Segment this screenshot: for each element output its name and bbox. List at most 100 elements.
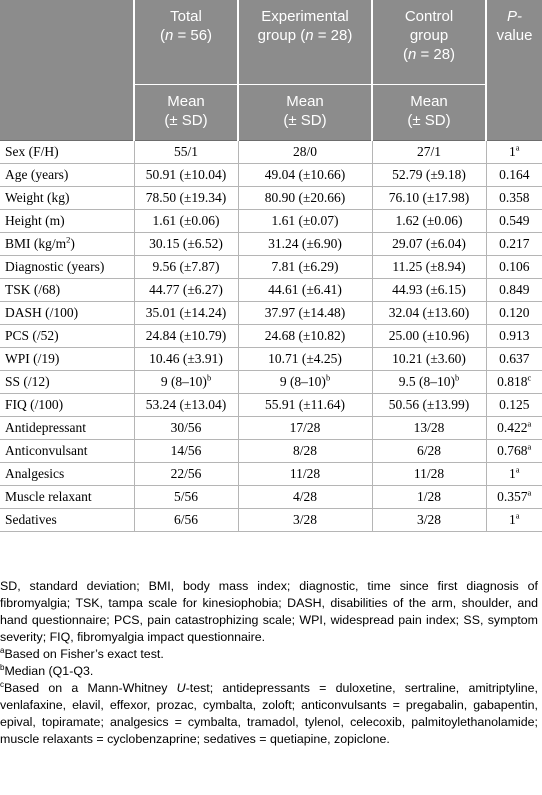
- cell-exp: 44.61 (±6.41): [238, 278, 373, 302]
- cell-p: 0.818c: [486, 370, 542, 394]
- table-row: Diagnostic (years) 9.56 (±7.87) 7.81 (±6.2…: [0, 255, 542, 279]
- header-experimental-stat: Mean (± SD): [238, 83, 373, 140]
- cell-exp: 17/28: [238, 415, 373, 440]
- cell-ctrl: 25.00 (±10.96): [372, 324, 487, 348]
- cell-total: 30/56: [134, 415, 239, 440]
- cell-ctrl: 13/28: [372, 415, 487, 440]
- cell-p: 0.549: [486, 209, 542, 233]
- cell-exp: 8/28: [238, 439, 373, 463]
- cell-exp: 37.97 (±14.48): [238, 301, 373, 325]
- cell-p: 0.357a: [486, 485, 542, 509]
- cell-ctrl: 6/28: [372, 439, 487, 463]
- cell-p: 0.106: [486, 255, 542, 279]
- cell-ctrl: 1/28: [372, 485, 487, 509]
- header-control-label: Control: [404, 8, 454, 25]
- row-label: BMI (kg/m2): [0, 232, 135, 256]
- cell-exp: 10.71 (±4.25): [238, 347, 373, 371]
- header-corner: [0, 0, 135, 84]
- table-row: FIQ (/100) 53.24 (±13.04) 55.91 (±11.64) 50…: [0, 393, 542, 417]
- cell-ctrl: 11.25 (±8.94): [372, 255, 487, 279]
- header-p-stat: [486, 84, 542, 140]
- table-row: Age (years) 50.91 (±10.04) 49.04 (±10.66) 5…: [0, 163, 542, 187]
- cell-p: 0.849: [486, 278, 542, 302]
- row-label: SS (/12): [0, 370, 135, 394]
- cell-exp: 7.81 (±6.29): [238, 255, 373, 279]
- table-row: SS (/12) 9 (8–10)b 9 (8–10)b 9.5 (8–10)b 0.8…: [0, 370, 542, 394]
- row-label: DASH (/100): [0, 301, 135, 325]
- footnote-a: aBased on Fisher’s exact test.: [0, 645, 164, 661]
- cell-total: 9 (8–10)b: [134, 370, 239, 394]
- cell-total: 55/1: [134, 139, 239, 164]
- footnote-abbreviations: SD, standard deviation; BMI, body mass i…: [0, 579, 538, 644]
- cell-exp: 31.24 (±6.90): [238, 232, 373, 256]
- cell-ctrl: 1.62 (±0.06): [372, 209, 487, 233]
- cell-exp: 4/28: [238, 485, 373, 509]
- row-label: WPI (/19): [0, 347, 135, 371]
- footnote-b: bMedian (Q1-Q3.: [0, 662, 94, 678]
- cell-ctrl: 44.93 (±6.15): [372, 278, 487, 302]
- cell-exp: 11/28: [238, 462, 373, 486]
- cell-total: 5/56: [134, 485, 239, 509]
- row-label: FIQ (/100): [0, 393, 135, 417]
- table-row: BMI (kg/m2) 30.15 (±6.52) 31.24 (±6.90) 29.…: [0, 232, 542, 256]
- row-label: Anticonvulsant: [0, 439, 135, 463]
- table-row: Analgesics 22/56 11/28 11/28 1a: [0, 462, 542, 486]
- cell-ctrl: 76.10 (±17.98): [372, 186, 487, 210]
- header-experimental: Experimental group (n = 28): [238, 0, 373, 84]
- row-label: Sedatives: [0, 508, 135, 532]
- cell-p: 1a: [486, 508, 542, 532]
- row-label: Weight (kg): [0, 186, 135, 210]
- cell-exp: 28/0: [238, 139, 373, 164]
- cell-total: 14/56: [134, 439, 239, 463]
- cell-total: 44.77 (±6.27): [134, 278, 239, 302]
- cell-total: 22/56: [134, 462, 239, 486]
- table-row: Height (m) 1.61 (±0.06) 1.61 (±0.07) 1.62 (…: [0, 209, 542, 233]
- cell-p: 0.422a: [486, 415, 542, 440]
- header-row-stats: Mean (± SD) Mean (± SD) Mean (± SD): [0, 83, 542, 140]
- row-label: TSK (/68): [0, 278, 135, 302]
- cell-p: 0.125: [486, 393, 542, 417]
- row-label: Age (years): [0, 163, 135, 187]
- cell-p: 0.120: [486, 301, 542, 325]
- cell-ctrl: 27/1: [372, 139, 487, 164]
- cell-ctrl: 50.56 (±13.99): [372, 393, 487, 417]
- table-row: DASH (/100) 35.01 (±14.24) 37.97 (±14.48) 3…: [0, 301, 542, 325]
- cell-total: 35.01 (±14.24): [134, 301, 239, 325]
- cell-exp: 24.68 (±10.82): [238, 324, 373, 348]
- cell-ctrl: 9.5 (8–10)b: [372, 370, 487, 394]
- cell-total: 9.56 (±7.87): [134, 255, 239, 279]
- table-row: WPI (/19) 10.46 (±3.91) 10.71 (±4.25) 10.21…: [0, 347, 542, 371]
- cell-total: 6/56: [134, 508, 239, 532]
- row-label: Muscle relaxant: [0, 485, 135, 509]
- header-control: Control group (n = 28): [372, 0, 487, 84]
- cell-ctrl: 10.21 (±3.60): [372, 347, 487, 371]
- cell-ctrl: 52.79 (±9.18): [372, 163, 487, 187]
- row-label: Diagnostic (years): [0, 255, 135, 279]
- cell-ctrl: 11/28: [372, 462, 487, 486]
- header-control-stat: Mean (± SD): [372, 83, 487, 140]
- cell-total: 1.61 (±0.06): [134, 209, 239, 233]
- cell-exp: 80.90 (±20.66): [238, 186, 373, 210]
- table-row: Antidepressant 30/56 17/28 13/28 0.422a: [0, 415, 542, 440]
- footnote-c: cBased on a Mann-Whitney U-test; antidep…: [0, 679, 538, 746]
- table-footnotes: SD, standard deviation; BMI, body mass i…: [0, 578, 538, 748]
- row-label: Sex (F/H): [0, 139, 135, 164]
- cell-exp: 3/28: [238, 508, 373, 532]
- cell-p: 0.217: [486, 232, 542, 256]
- data-table: Total (n = 56) Experimental group (n = 2…: [0, 0, 542, 532]
- table-row: Muscle relaxant 5/56 4/28 1/28 0.357a: [0, 485, 542, 509]
- row-label: Antidepressant: [0, 415, 135, 440]
- cell-total: 78.50 (±19.34): [134, 186, 239, 210]
- row-label: Height (m): [0, 209, 135, 233]
- table-row: PCS (/52) 24.84 (±10.79) 24.68 (±10.82) 25.…: [0, 324, 542, 348]
- table-row: Sedatives 6/56 3/28 3/28 1a: [0, 508, 542, 532]
- table-body: Sex (F/H) 55/1 28/0 27/1 1a Age (years) 50.91 …: [0, 139, 542, 532]
- cell-total: 30.15 (±6.52): [134, 232, 239, 256]
- header-corner-2: [0, 84, 135, 140]
- header-p-value: P- value: [486, 0, 542, 84]
- cell-exp: 49.04 (±10.66): [238, 163, 373, 187]
- cell-exp: 9 (8–10)b: [238, 370, 373, 394]
- cell-total: 53.24 (±13.04): [134, 393, 239, 417]
- cell-total: 50.91 (±10.04): [134, 163, 239, 187]
- table-row: Sex (F/H) 55/1 28/0 27/1 1a: [0, 139, 542, 164]
